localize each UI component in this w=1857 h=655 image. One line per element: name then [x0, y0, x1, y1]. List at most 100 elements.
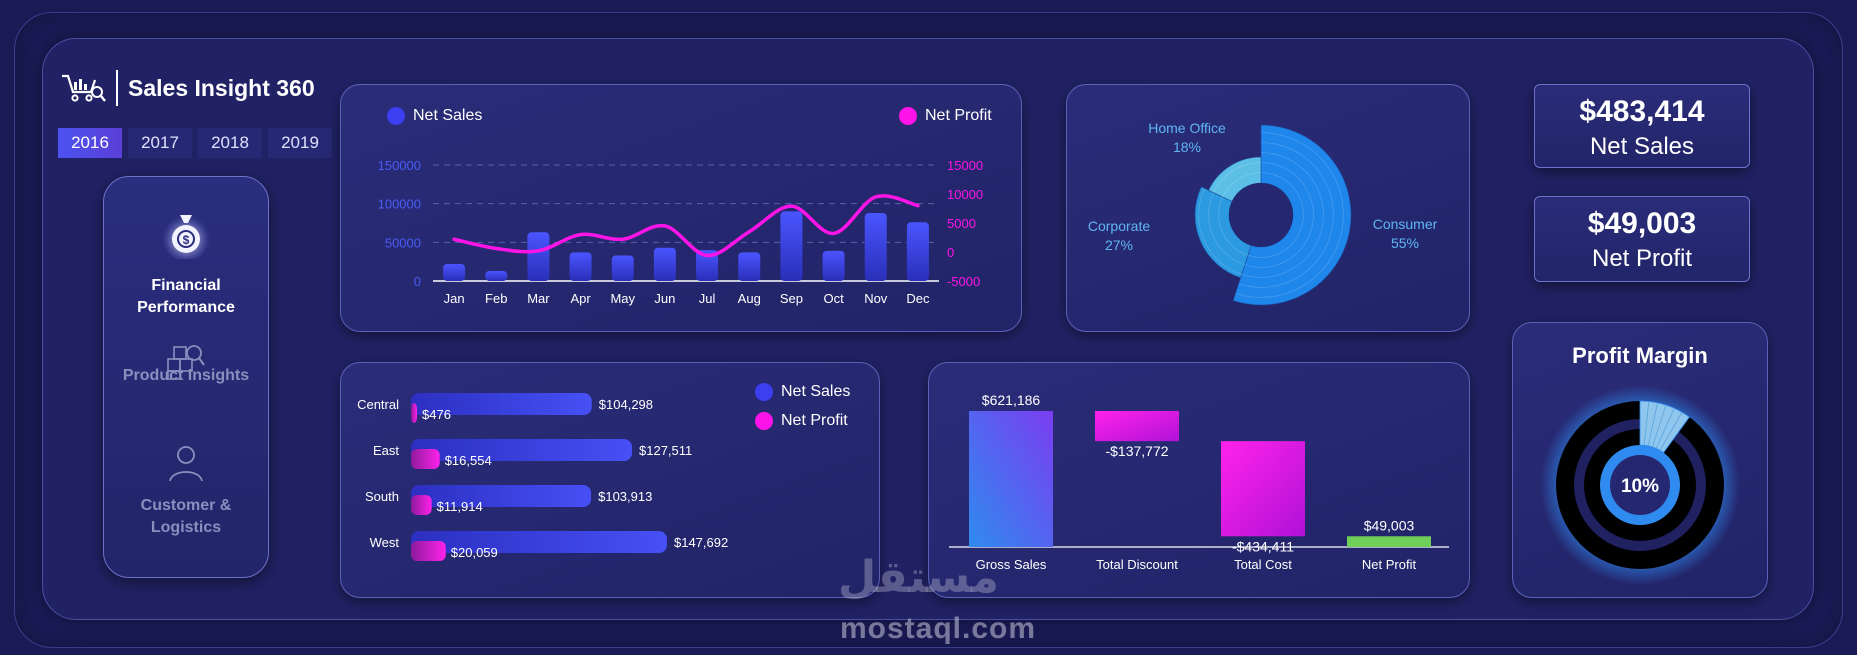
month-label: Aug	[738, 291, 761, 306]
nav-financial-performance[interactable]: Financial Performance	[104, 275, 268, 319]
kpi-net-profit-value: $49,003	[1587, 207, 1697, 240]
right-tick-label: 10000	[947, 187, 983, 202]
month-label: Jan	[444, 291, 465, 306]
segment-label-corporate: Corporate	[1088, 218, 1150, 234]
year-button-2018[interactable]: 2018	[198, 128, 262, 158]
region-sales-bar-east	[411, 439, 633, 461]
region-sales-bar-west	[411, 531, 667, 553]
net-sales-bar-feb	[485, 270, 508, 281]
app-header: Sales Insight 360	[60, 70, 315, 106]
cart-analytics-icon	[62, 74, 106, 102]
monthly-legend-net-profit: Net Profit	[899, 107, 992, 125]
waterfall-value-net-profit: $49,003	[1364, 517, 1415, 533]
net-profit-line	[452, 194, 920, 258]
nav-financial-line2: Performance	[137, 299, 235, 316]
gauge-arc-line	[1643, 401, 1650, 446]
nav-customer-line2: Logistics	[150, 519, 222, 536]
user-icon	[169, 446, 203, 482]
region-sales-label-south: $103,913	[598, 489, 652, 504]
nav-product-insights[interactable]: Product Insights	[122, 367, 250, 384]
year-slicer: 2016 2017 2018 2019	[58, 128, 332, 158]
segment-label-home-office: Home Office	[1148, 120, 1226, 136]
month-label: Sep	[780, 291, 803, 306]
legend-swatch-net-sales	[387, 107, 405, 125]
month-label: Jul	[699, 291, 716, 306]
left-tick-label: 100000	[378, 197, 421, 212]
waterfall-bar-total-discount	[1095, 411, 1179, 442]
region-profit-bar-east	[411, 449, 440, 469]
waterfall-category-gross-sales: Gross Sales	[976, 557, 1047, 572]
region-profit-label-central: $476	[422, 407, 451, 422]
region-bar-chart: Central $104,298 $476 East $127,511 $16,554 So…	[357, 393, 728, 561]
region-sales-bar-central	[411, 393, 592, 415]
right-tick-label: 0	[947, 245, 954, 260]
region-profit-bar-west	[411, 541, 446, 561]
region-legend-net-profit: Net Profit	[755, 412, 848, 430]
region-profit-label-east: $16,554	[445, 453, 492, 468]
region-profit-bar-central	[411, 403, 417, 423]
gauge-arc-line	[1655, 408, 1675, 449]
kpi-net-sales-card: $483,414 Net Sales	[1534, 84, 1750, 168]
nav-customer-logistics[interactable]: Customer & Logistics	[104, 495, 268, 539]
nav-customer-line1: Customer &	[140, 497, 232, 514]
region-profit-label-west: $20,059	[451, 545, 498, 560]
legend-label-net-sales: Net Sales	[413, 107, 483, 125]
gauge-value-label: 10%	[1621, 476, 1659, 497]
legend-swatch-net-sales	[755, 383, 773, 401]
legend-label-net-profit: Net Profit	[925, 107, 992, 125]
year-button-2019[interactable]: 2019	[268, 128, 332, 158]
region-sales-label-east: $127,511	[639, 443, 692, 458]
month-label: Apr	[570, 291, 591, 306]
region-label-east: East	[373, 443, 399, 458]
monthly-combo-chart: 150000100000500000150001000050000-5000Ja…	[378, 158, 984, 306]
net-sales-bar-sep	[780, 211, 803, 281]
net-sales-bar-jul	[696, 250, 719, 281]
money-bag-icon: $	[162, 213, 210, 259]
month-label: Mar	[527, 291, 550, 306]
profit-waterfall-panel: $621,186 Gross Sales -$137,772 Total Discou…	[928, 362, 1470, 598]
waterfall-value-total-cost: -$434,411	[1232, 538, 1294, 554]
month-label: Nov	[864, 291, 888, 306]
gauge-arc-line	[1651, 404, 1667, 448]
waterfall-category-total-cost: Total Cost	[1234, 557, 1292, 572]
logo-divider	[116, 70, 118, 106]
watermark-latin: mostaql.com	[840, 612, 1037, 645]
segment-radial-chart: Consumer 55% Corporate 27% Home Office 18%	[1088, 120, 1438, 306]
region-label-south: South	[365, 489, 399, 504]
month-label: Oct	[823, 291, 844, 306]
net-sales-bar-may	[611, 255, 634, 281]
svg-text:$: $	[183, 233, 190, 247]
net-sales-bar-oct	[822, 250, 845, 281]
left-tick-label: 50000	[385, 235, 421, 250]
net-sales-bar-apr	[569, 252, 592, 281]
waterfall-category-total-discount: Total Discount	[1096, 557, 1178, 572]
monthly-legend-net-sales: Net Sales	[387, 107, 482, 125]
legend-swatch-net-profit	[899, 107, 917, 125]
region-sales-bar-south	[411, 485, 592, 507]
region-sales-label-central: $104,298	[599, 397, 653, 412]
side-navigation: $ Financial Performance Product Insights…	[103, 176, 269, 578]
waterfall-bar-total-cost	[1221, 441, 1305, 537]
boxes-search-icon	[167, 345, 205, 380]
region-sales-label-west: $147,692	[674, 535, 728, 550]
profit-margin-title: Profit Margin	[1572, 343, 1708, 368]
year-button-2017[interactable]: 2017	[128, 128, 192, 158]
monthly-sales-profit-panel: Net Sales Net Profit 150000 100000 50000 0 1…	[340, 84, 1022, 332]
profit-margin-panel: Profit Margin 10%	[1512, 322, 1768, 598]
net-sales-bar-dec	[906, 222, 929, 281]
segment-label-consumer: Consumer	[1373, 216, 1438, 232]
waterfall-bar-gross-sales	[969, 411, 1053, 547]
legend-label-net-sales: Net Sales	[781, 383, 851, 401]
net-sales-bar-aug	[738, 252, 761, 281]
year-button-2016[interactable]: 2016	[58, 128, 122, 158]
segment-pct-corporate: 27%	[1105, 237, 1133, 253]
region-profit-bar-south	[411, 495, 432, 515]
right-tick-label: 5000	[947, 216, 976, 231]
region-legend-net-sales: Net Sales	[755, 383, 850, 401]
segment-ring-line	[1222, 172, 1261, 198]
gauge-center-hole	[1610, 455, 1670, 515]
gauge-value-arc	[1639, 400, 1690, 454]
segment-center-hole	[1229, 183, 1293, 247]
net-sales-bar-jun	[653, 247, 676, 281]
kpi-net-profit-label: Net Profit	[1591, 245, 1693, 272]
